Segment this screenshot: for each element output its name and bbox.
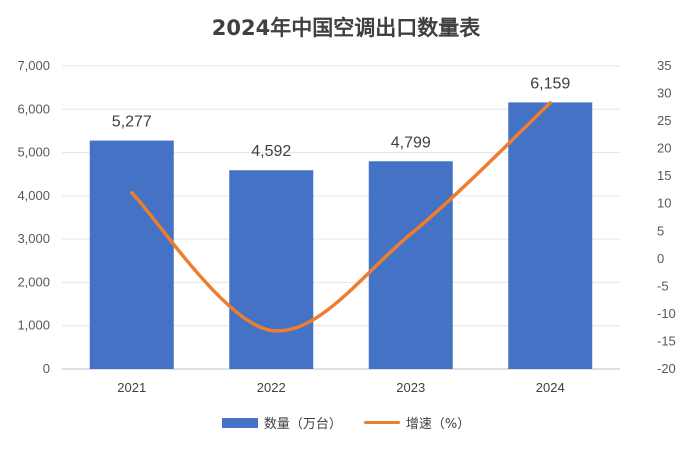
legend-item-quantity: 数量（万台） xyxy=(221,413,342,432)
x-tick-label: 2021 xyxy=(117,380,146,395)
x-tick-label: 2024 xyxy=(536,380,565,395)
bar-data-label: 4,592 xyxy=(251,143,291,160)
legend-swatch-line xyxy=(363,421,400,424)
bar xyxy=(229,170,314,369)
y-left-tick-label: 4,000 xyxy=(17,188,50,203)
y-left-tick-label: 0 xyxy=(43,361,50,376)
y-right-tick-label: 35 xyxy=(657,58,671,73)
y-right-tick-label: -10 xyxy=(657,306,676,321)
legend: 数量（万台） 增速（%） xyxy=(0,413,692,432)
legend-item-growth: 增速（%） xyxy=(363,413,471,432)
y-left-tick-label: 7,000 xyxy=(17,58,50,73)
legend-swatch-bar xyxy=(221,417,258,428)
bar-data-label: 6,159 xyxy=(530,75,570,92)
y-right-tick-label: 25 xyxy=(657,113,671,128)
y-right-tick-label: 0 xyxy=(657,251,664,266)
y-right-tick-label: 30 xyxy=(657,86,671,101)
y-left-tick-label: 1,000 xyxy=(17,318,50,333)
legend-label-quantity: 数量（万台） xyxy=(263,417,342,432)
y-right-tick-label: -20 xyxy=(657,361,676,376)
x-tick-label: 2023 xyxy=(396,380,425,395)
bar xyxy=(89,140,174,369)
bar-data-label: 5,277 xyxy=(112,114,152,131)
y-right-tick-label: 15 xyxy=(657,168,671,183)
y-left-tick-label: 2,000 xyxy=(17,274,50,289)
y-right-tick-label: 5 xyxy=(657,223,664,238)
legend-label-growth: 增速（%） xyxy=(405,417,471,432)
bar xyxy=(508,102,593,369)
bar xyxy=(368,161,453,369)
y-left-tick-label: 6,000 xyxy=(17,101,50,116)
bar-data-label: 4,799 xyxy=(391,134,431,151)
y-left-tick-label: 5,000 xyxy=(17,145,50,160)
y-right-tick-label: 10 xyxy=(657,196,671,211)
y-right-tick-label: -15 xyxy=(657,333,676,348)
y-right-tick-label: 20 xyxy=(657,141,671,156)
y-left-tick-label: 3,000 xyxy=(17,231,50,246)
x-tick-label: 2022 xyxy=(257,380,286,395)
y-right-tick-label: -5 xyxy=(657,278,669,293)
chart-title: 2024年中国空调出口数量表 xyxy=(211,16,481,40)
growth-line xyxy=(130,101,552,333)
